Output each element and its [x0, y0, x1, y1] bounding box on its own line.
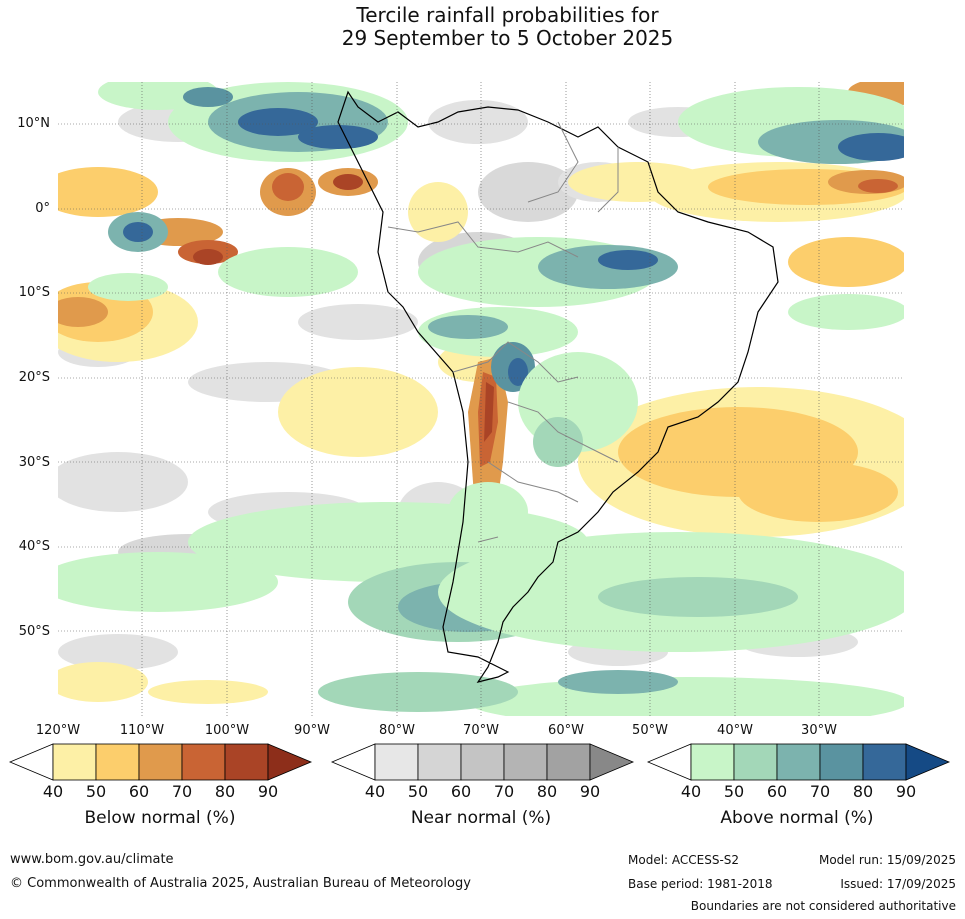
below-tick-40: 40: [42, 782, 64, 801]
lon-label-50w: 50°W: [632, 723, 668, 738]
lat-label-30s: 30°S: [18, 455, 50, 470]
colorbar-below-normal: [8, 743, 313, 781]
above-tick-90: 90: [895, 782, 917, 801]
lon-label-100w: 100°W: [204, 723, 250, 738]
below-tick-90: 90: [257, 782, 279, 801]
below-swatch-4: [224, 743, 269, 781]
lon-label-90w: 90°W: [294, 723, 330, 738]
near-swatch-3: [503, 743, 548, 781]
lat-label-20s: 20°S: [18, 370, 50, 385]
below-tick-50: 50: [85, 782, 107, 801]
above-swatch-4: [862, 743, 907, 781]
graticule: [58, 82, 904, 716]
footer-url: www.bom.gov.au/climate: [10, 852, 174, 867]
above-swatch-1: [733, 743, 778, 781]
below-tick-80: 80: [214, 782, 236, 801]
above-normal-areas: [58, 82, 904, 716]
footer-model: Model: ACCESS-S2: [628, 853, 740, 867]
below-extend-low: [8, 743, 54, 781]
above-tick-80: 80: [852, 782, 874, 801]
above-swatch-3: [819, 743, 864, 781]
near-normal-title: Near normal (%): [410, 808, 552, 828]
above-normal-title: Above normal (%): [720, 808, 874, 828]
above-tick-40: 40: [680, 782, 702, 801]
above-tick-70: 70: [809, 782, 831, 801]
near-tick-90: 90: [579, 782, 601, 801]
lat-label-50s: 50°S: [18, 624, 50, 639]
near-swatch-1: [417, 743, 462, 781]
colorbar-above-normal: [646, 743, 951, 781]
south-america-coastline: [337, 90, 779, 683]
lat-label-10s: 10°S: [18, 285, 50, 300]
below-tick-70: 70: [171, 782, 193, 801]
lat-label-10n: 10°N: [17, 116, 50, 131]
near-swatch-4: [546, 743, 591, 781]
below-swatch-2: [138, 743, 183, 781]
above-tick-60: 60: [766, 782, 788, 801]
country-borders: [387, 121, 619, 543]
near-tick-80: 80: [536, 782, 558, 801]
lon-label-30w: 30°W: [801, 723, 837, 738]
above-extend-low: [646, 743, 692, 781]
above-swatch-0: [690, 743, 735, 781]
lat-label-40s: 40°S: [18, 539, 50, 554]
above-tick-50: 50: [723, 782, 745, 801]
footer-model-run: Model run: 15/09/2025: [818, 853, 956, 867]
near-swatch-2: [460, 743, 505, 781]
near-swatch-0: [374, 743, 419, 781]
near-extend-low: [330, 743, 376, 781]
below-extend-high: [267, 743, 313, 781]
colorbars: [8, 743, 951, 781]
chart-title: Tercile rainfall probabilities for 29 Se…: [0, 4, 965, 50]
lon-label-120w: 120°W: [35, 723, 81, 738]
lon-label-40w: 40°W: [717, 723, 753, 738]
footer-base-period: Base period: 1981-2018: [628, 877, 773, 891]
lat-label-0: 0°: [35, 201, 50, 216]
near-tick-50: 50: [407, 782, 429, 801]
below-swatch-1: [95, 743, 140, 781]
near-tick-60: 60: [450, 782, 472, 801]
near-tick-70: 70: [493, 782, 515, 801]
footer-copyright: © Commonwealth of Australia 2025, Austra…: [10, 876, 471, 891]
lon-label-70w: 70°W: [463, 723, 499, 738]
above-extend-high: [905, 743, 951, 781]
near-tick-40: 40: [364, 782, 386, 801]
title-line-1: Tercile rainfall probabilities for: [356, 3, 659, 27]
footer-disclaimer: Boundaries are not considered authoritat…: [690, 899, 956, 913]
below-swatch-0: [52, 743, 97, 781]
near-extend-high: [589, 743, 635, 781]
lon-label-60w: 60°W: [548, 723, 584, 738]
rainfall-probability-map: [58, 82, 904, 716]
lon-label-80w: 80°W: [379, 723, 415, 738]
below-swatch-3: [181, 743, 226, 781]
title-line-2: 29 September to 5 October 2025: [341, 26, 674, 50]
lon-label-110w: 110°W: [119, 723, 165, 738]
colorbar-near-normal: [330, 743, 635, 781]
below-tick-60: 60: [128, 782, 150, 801]
above-swatch-2: [776, 743, 821, 781]
below-normal-title: Below normal (%): [84, 808, 236, 828]
footer-issued: Issued: 17/09/2025: [840, 877, 956, 891]
